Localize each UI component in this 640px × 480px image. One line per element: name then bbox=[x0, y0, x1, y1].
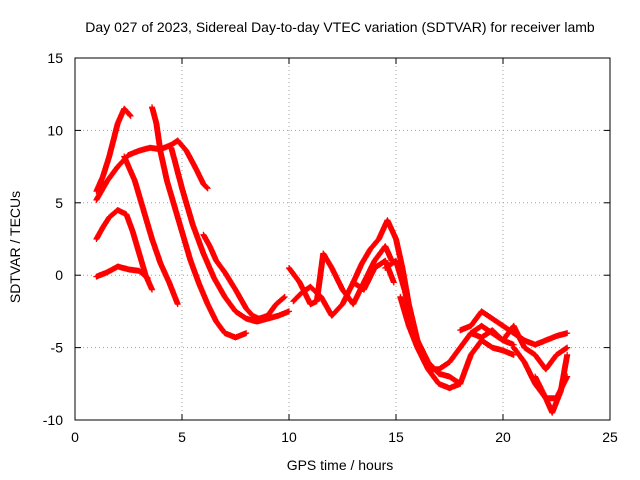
x-tick-label: 10 bbox=[281, 429, 297, 445]
series-track-a bbox=[93, 105, 134, 195]
point-markers bbox=[93, 105, 134, 195]
point-markers bbox=[467, 322, 571, 373]
point-markers bbox=[200, 231, 288, 322]
point-markers bbox=[397, 293, 517, 392]
series-track-d bbox=[93, 263, 151, 282]
point-markers bbox=[532, 351, 571, 416]
axis-ticks: 0 5 10 15 20 25 -10 -5 0 5 10 15 bbox=[43, 50, 618, 445]
series-track-o bbox=[467, 322, 571, 373]
point-markers bbox=[93, 137, 211, 203]
series-track-f bbox=[149, 104, 250, 341]
x-tick-label: 20 bbox=[495, 429, 511, 445]
series-track-e bbox=[121, 153, 181, 308]
data-points bbox=[93, 104, 571, 416]
series-track-q bbox=[532, 351, 571, 416]
series-track-b bbox=[93, 137, 211, 203]
y-tick-label: 5 bbox=[55, 195, 63, 211]
x-axis-label: GPS time / hours bbox=[287, 457, 394, 473]
plot-frame bbox=[74, 57, 611, 421]
y-tick-label: -5 bbox=[51, 340, 64, 356]
series-track-h bbox=[200, 231, 288, 322]
point-markers bbox=[93, 263, 151, 282]
x-tick-label: 15 bbox=[388, 429, 404, 445]
point-markers bbox=[121, 153, 181, 308]
chart-title: Day 027 of 2023, Sidereal Day-to-day VTE… bbox=[85, 19, 595, 35]
x-tick-label: 25 bbox=[602, 429, 618, 445]
y-tick-label: 0 bbox=[55, 267, 63, 283]
y-axis-label: SDTVAR / TECUs bbox=[7, 191, 23, 303]
y-tick-label: -10 bbox=[43, 412, 63, 428]
y-tick-label: 10 bbox=[47, 122, 63, 138]
x-tick-label: 5 bbox=[178, 429, 186, 445]
y-tick-label: 15 bbox=[47, 50, 63, 66]
point-markers bbox=[149, 104, 250, 341]
x-tick-label: 0 bbox=[71, 429, 79, 445]
series-track-m bbox=[397, 293, 517, 392]
